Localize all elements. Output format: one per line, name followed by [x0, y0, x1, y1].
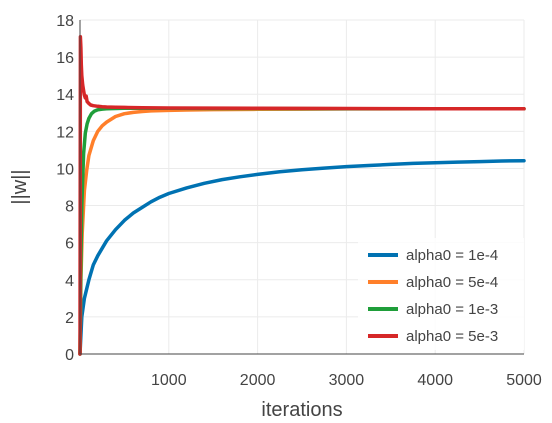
y-tick-label: 0: [65, 347, 74, 364]
legend: alpha0 = 1e-4 alpha0 = 5e-4 alpha0 = 1e-3 a…: [358, 238, 524, 350]
y-axis-title: ||w||: [9, 169, 31, 204]
y-tick-label: 16: [56, 50, 74, 67]
y-tick-label: 6: [65, 236, 74, 253]
y-tick-label: 8: [65, 199, 74, 216]
y-tick-label: 10: [56, 161, 74, 178]
legend-label: alpha0 = 5e-4: [406, 274, 498, 291]
y-tick-label: 12: [56, 124, 74, 141]
x-tick-label: 2000: [240, 372, 276, 389]
x-tick-label: 3000: [329, 372, 365, 389]
y-tick-label: 18: [56, 13, 74, 30]
legend-label: alpha0 = 1e-3: [406, 301, 498, 318]
series-line-4: [78, 34, 526, 356]
legend-label: alpha0 = 1e-4: [406, 247, 498, 264]
series-lines: [78, 34, 526, 356]
axes: 0 2 4 6 8 10 12 14 16 18 1000 2000 3000 4000 5000 itera…: [9, 13, 542, 421]
x-axis-title: iterations: [261, 399, 342, 421]
legend-label: alpha0 = 5e-3: [406, 328, 498, 345]
y-tick-label: 2: [65, 310, 74, 327]
y-tick-label: 14: [56, 87, 74, 104]
series-line-1: [78, 158, 526, 356]
x-tick-label: 5000: [506, 372, 542, 389]
x-tick-label: 4000: [417, 372, 453, 389]
y-tick-label: 4: [65, 273, 74, 290]
x-tick-label: 1000: [151, 372, 187, 389]
